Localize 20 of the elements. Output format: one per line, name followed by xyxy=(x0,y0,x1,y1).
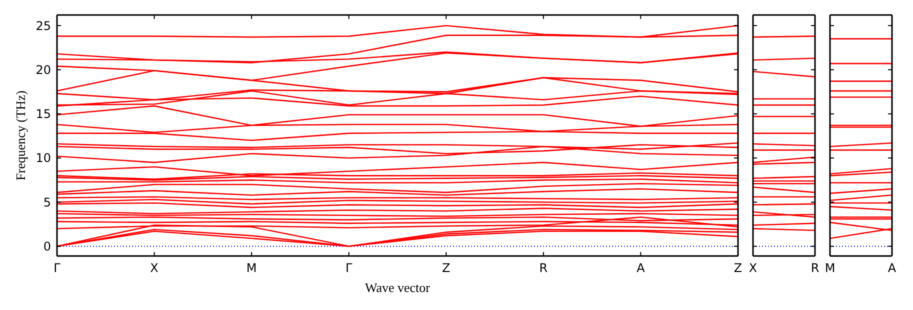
y-axis-title: Frequency (THz) xyxy=(13,90,28,180)
x-tick-label: X xyxy=(150,261,158,275)
y-tick-label: 15 xyxy=(36,107,51,122)
x-tick-label: Z xyxy=(734,261,742,275)
x-axis-title: Wave vector xyxy=(365,280,431,295)
x-tick-label: R xyxy=(810,261,820,275)
x-tick-label: M xyxy=(824,261,836,275)
y-tick-label: 20 xyxy=(36,62,51,77)
y-tick-label: 10 xyxy=(36,151,51,166)
x-tick-label: M xyxy=(246,261,257,275)
x-tick-label: Γ xyxy=(346,261,353,275)
x-tick-label: A xyxy=(636,261,646,275)
x-tick-label: Z xyxy=(442,261,450,275)
y-tick-label: 25 xyxy=(36,18,51,33)
x-tick-label: X xyxy=(748,261,758,275)
y-tick-label: 0 xyxy=(43,239,51,254)
x-tick-label: Γ xyxy=(54,261,61,275)
x-tick-label: A xyxy=(888,261,897,275)
x-tick-label: R xyxy=(539,261,548,275)
y-tick-label: 5 xyxy=(43,195,51,210)
